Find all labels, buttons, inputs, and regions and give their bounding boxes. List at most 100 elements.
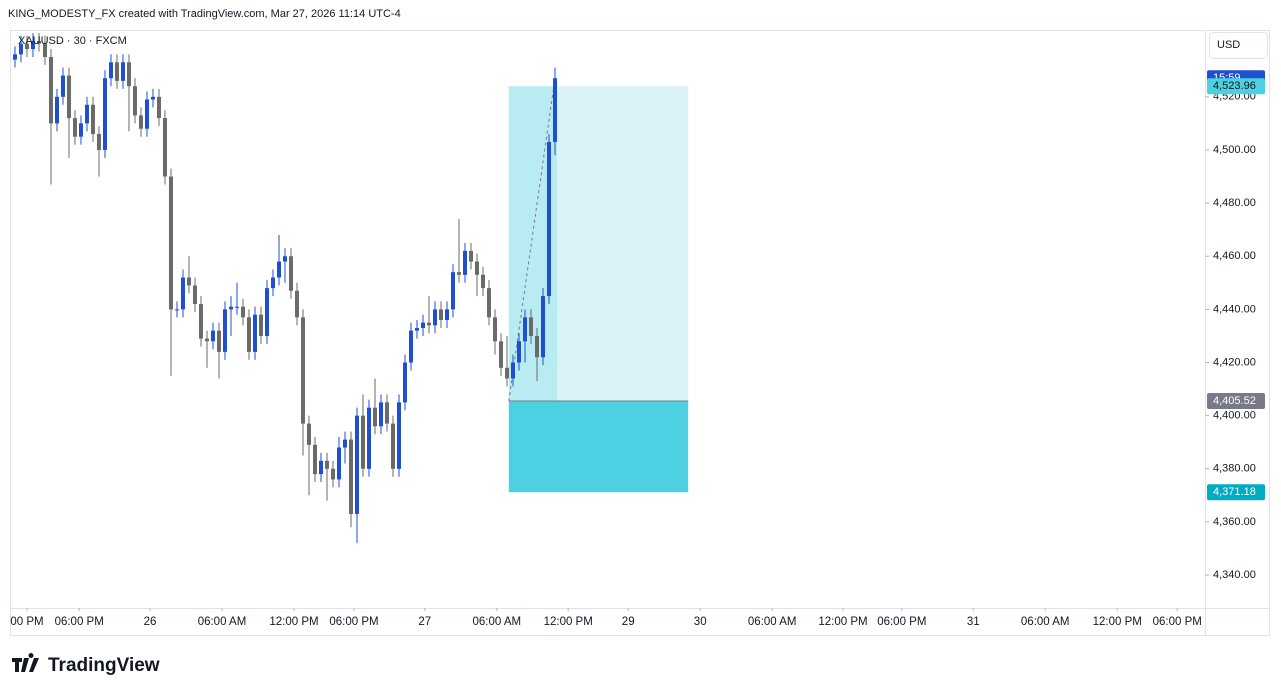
target-label: 4,523.96 [1213, 80, 1256, 92]
axes: 4,340.00 4,360.00 4,380.00 4,400.00 4,420.00… [10, 70, 1265, 628]
candle-body [84, 104, 89, 124]
entry-label: 4,405.52 [1213, 395, 1256, 407]
candle-body [522, 317, 527, 342]
x-tick-label: 06:00 PM [877, 616, 926, 628]
candle-body [474, 261, 479, 275]
candle-body [42, 43, 47, 57]
y-tick-label: 4,440.00 [1213, 303, 1256, 315]
logo-text: TradingView [48, 655, 160, 676]
x-tick-label: 06:00 PM [55, 616, 104, 628]
candle-body [210, 330, 215, 342]
x-tick-label: 29 [622, 616, 635, 628]
x-tick-label: 12:00 PM [1093, 616, 1142, 628]
candle-body [534, 335, 539, 358]
candle-body [174, 309, 179, 311]
x-tick-label: 00 PM [10, 616, 43, 628]
candle-body [462, 250, 467, 275]
candle-body [492, 317, 497, 342]
candle-body [222, 309, 227, 352]
candle-body [498, 341, 503, 368]
candle-body [246, 317, 251, 352]
candle-body [156, 96, 161, 119]
candle-body [552, 78, 557, 142]
candle-body [264, 288, 269, 336]
candle-body [414, 327, 419, 331]
candle-body [150, 96, 155, 100]
candle-body [318, 460, 323, 475]
candle-body [480, 274, 485, 289]
candle-body [126, 62, 131, 87]
x-tick-label: 06:00 PM [329, 616, 378, 628]
currency-button[interactable] [1209, 32, 1268, 59]
candle-body [402, 362, 407, 403]
candle-body [192, 285, 197, 305]
candle-body [372, 407, 377, 427]
y-tick-label: 4,500.00 [1213, 144, 1256, 156]
candle-body [252, 314, 257, 352]
candle-body [270, 277, 275, 289]
candle-body [354, 415, 359, 514]
candle-body [216, 330, 221, 352]
entry-label-box [1207, 392, 1265, 409]
y-tick-label: 4,460.00 [1213, 250, 1256, 262]
x-tick-label: 06:00 AM [472, 616, 521, 628]
candle-body [342, 439, 347, 448]
x-tick-label: 06:00 AM [1021, 616, 1070, 628]
y-tick-label: 4,340.00 [1213, 569, 1256, 581]
candle-body [288, 256, 293, 291]
candle-body [18, 43, 23, 55]
candle-body [510, 362, 515, 379]
candle-body [300, 317, 305, 424]
candle-body [258, 314, 263, 336]
candle-body [282, 256, 287, 262]
candle-body [204, 338, 209, 342]
target-label-box [1207, 78, 1265, 95]
candle-body [48, 56, 53, 124]
candle-body [36, 41, 41, 44]
header-text: KING_MODESTY_FX created with TradingView… [8, 8, 401, 20]
candle-body [162, 118, 167, 177]
candle-body [306, 423, 311, 445]
path-line [508, 78, 556, 402]
x-tick-label: 12:00 PM [269, 616, 318, 628]
candle-body [24, 43, 29, 50]
x-tick-label: 12:00 PM [544, 616, 593, 628]
x-tick-label: 26 [144, 616, 157, 628]
x-tick-label: 31 [967, 616, 980, 628]
chart-frame [10, 30, 1270, 636]
candle-body [294, 290, 299, 318]
candle-body [456, 272, 461, 275]
candle-body [120, 62, 125, 81]
candle-body [186, 277, 191, 286]
candle-body [540, 296, 545, 358]
candle-body [138, 115, 143, 129]
candle-body [360, 415, 365, 469]
x-tick-label: 06:00 AM [748, 616, 797, 628]
logo-icon [12, 653, 39, 672]
candle-body [516, 341, 521, 363]
x-tick-label: 06:00 AM [198, 616, 247, 628]
candle-body [144, 99, 149, 129]
loss-zone [508, 400, 689, 493]
candle-body [324, 460, 329, 469]
tradingview-logo: TradingView [12, 653, 160, 676]
candle-body [96, 134, 101, 150]
candle-body [348, 439, 353, 514]
candle-body [336, 447, 341, 480]
candle-body [504, 367, 509, 379]
y-tick-label: 4,420.00 [1213, 356, 1256, 368]
plot-area [12, 33, 689, 544]
x-tick-label: 12:00 PM [818, 616, 867, 628]
candle-body [234, 306, 239, 308]
currency-label[interactable]: USD [1217, 39, 1240, 51]
candle-body [12, 54, 17, 60]
candle-body [384, 402, 389, 424]
candle-body [198, 304, 203, 339]
x-tick-label: 06:00 PM [1153, 616, 1202, 628]
candle-body [426, 322, 431, 326]
x-tick-label: 27 [418, 616, 431, 628]
candle-body [468, 250, 473, 262]
symbol-title: XAUUSD · 30 · FXCM [18, 35, 127, 47]
candle-body [30, 41, 35, 50]
